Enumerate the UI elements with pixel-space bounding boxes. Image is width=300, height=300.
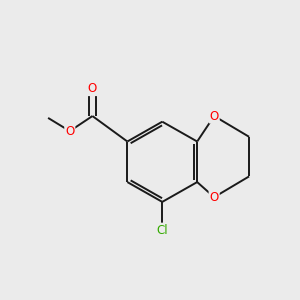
Text: O: O	[88, 82, 97, 95]
Text: Cl: Cl	[157, 224, 168, 237]
Text: O: O	[209, 110, 219, 122]
Text: O: O	[209, 191, 219, 204]
Text: O: O	[65, 124, 74, 138]
